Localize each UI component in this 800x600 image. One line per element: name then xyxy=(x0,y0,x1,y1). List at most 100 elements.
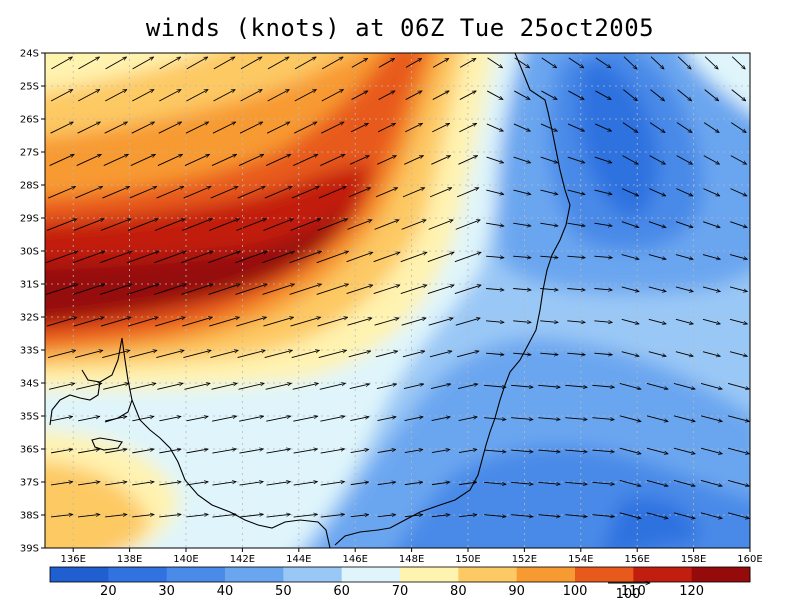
wind-vector xyxy=(320,482,345,486)
wind-vector xyxy=(623,89,637,101)
wind-vector xyxy=(567,288,585,290)
wind-vector xyxy=(131,121,155,134)
wind-vector xyxy=(45,251,78,264)
wind-vector xyxy=(294,56,316,70)
wind-vector xyxy=(592,482,614,484)
wind-vector xyxy=(484,385,506,387)
wind-vector xyxy=(594,321,612,323)
wind-vector xyxy=(350,482,369,486)
wind-vector xyxy=(402,187,425,198)
wind-vector xyxy=(293,514,318,518)
wind-vector xyxy=(404,482,423,486)
wind-vector xyxy=(622,188,638,197)
wind-vector xyxy=(700,447,722,454)
wind-vector xyxy=(731,56,745,69)
wind-vector xyxy=(293,121,317,134)
wind-vector xyxy=(486,288,504,290)
colorbar-swatch xyxy=(691,567,751,582)
wind-vector xyxy=(429,351,452,358)
lon-label: 154E xyxy=(568,554,593,565)
wind-vector xyxy=(648,254,666,260)
wind-vector xyxy=(377,155,396,165)
colorbar-label: 90 xyxy=(508,584,525,599)
wind-vector xyxy=(291,350,320,359)
wind-vector xyxy=(432,58,449,68)
wind-vector xyxy=(592,450,614,452)
wind-vector xyxy=(623,56,637,69)
wind-vector xyxy=(567,353,585,355)
wind-vector xyxy=(264,350,293,359)
wind-vector xyxy=(235,251,267,264)
colorbar-swatch xyxy=(633,567,693,582)
wind-vector xyxy=(132,449,154,454)
wind-vector xyxy=(646,447,668,454)
wind-vector xyxy=(351,90,368,100)
wind-vector xyxy=(317,317,348,327)
colorbar-label: 80 xyxy=(450,584,467,599)
wind-vector xyxy=(540,222,558,226)
wind-vector xyxy=(538,385,560,387)
wind-vector xyxy=(321,121,344,134)
reference-vector: 100 xyxy=(608,583,650,600)
wind-vector xyxy=(486,353,504,355)
wind-vector xyxy=(673,512,695,519)
wind-vector xyxy=(351,58,368,68)
wind-vector xyxy=(401,318,426,326)
lon-label: 138E xyxy=(117,554,142,565)
wind-vector xyxy=(100,317,131,327)
wind-vector xyxy=(236,219,266,231)
wind-vector xyxy=(185,121,209,134)
wind-vector xyxy=(432,122,449,133)
wind-vector xyxy=(350,122,368,133)
wind-vector xyxy=(159,482,181,486)
map-title: winds (knots) at 06Z Tue 25oct2005 xyxy=(145,14,655,42)
wind-vector xyxy=(594,222,612,226)
lat-label: 28S xyxy=(20,181,39,192)
wind-vector xyxy=(621,254,639,260)
wind-vector xyxy=(484,482,506,484)
wind-vector xyxy=(486,156,504,163)
wind-vector xyxy=(105,56,127,70)
wind-vector xyxy=(211,383,238,390)
wind-vector xyxy=(592,418,614,420)
wind-vector xyxy=(374,220,399,230)
wind-vector xyxy=(702,318,720,324)
wind-vector xyxy=(513,222,531,226)
wind-vector xyxy=(487,57,503,68)
wind-vector xyxy=(237,186,265,199)
lon-label: 148E xyxy=(399,554,424,565)
wind-vector xyxy=(46,317,77,327)
colorbar xyxy=(49,566,751,583)
colorbar-label: 110 xyxy=(621,584,646,599)
wind-vector xyxy=(538,418,560,420)
wind-vector xyxy=(429,187,452,198)
lat-lon-grid xyxy=(45,53,750,548)
wind-vector xyxy=(621,221,639,228)
wind-vector xyxy=(77,89,100,102)
lon-label: 144E xyxy=(286,554,311,565)
wind-vector xyxy=(293,482,318,486)
wind-vector xyxy=(127,251,159,264)
wind-vector xyxy=(183,350,211,359)
wind-vector xyxy=(511,418,533,420)
wind-vector xyxy=(511,482,533,484)
wind-vector xyxy=(646,415,668,422)
wind-vector xyxy=(513,156,531,163)
wind-vector xyxy=(404,515,423,518)
lat-label: 24S xyxy=(20,49,39,60)
wind-vector xyxy=(513,256,531,258)
wind-vector xyxy=(730,122,746,133)
wind-vector xyxy=(78,416,100,422)
wind-vector xyxy=(186,89,208,102)
wind-vector xyxy=(513,353,531,355)
wind-vector xyxy=(105,482,127,486)
wind-vector xyxy=(377,482,396,486)
wind-vector xyxy=(619,447,641,454)
colorbar-label: 40 xyxy=(217,584,234,599)
wind-vector xyxy=(702,254,720,260)
wind-vector xyxy=(673,447,695,454)
wind-vector xyxy=(239,482,264,486)
wind-vector xyxy=(321,89,344,102)
wind-vector xyxy=(102,350,130,359)
wind-vector xyxy=(648,351,666,357)
